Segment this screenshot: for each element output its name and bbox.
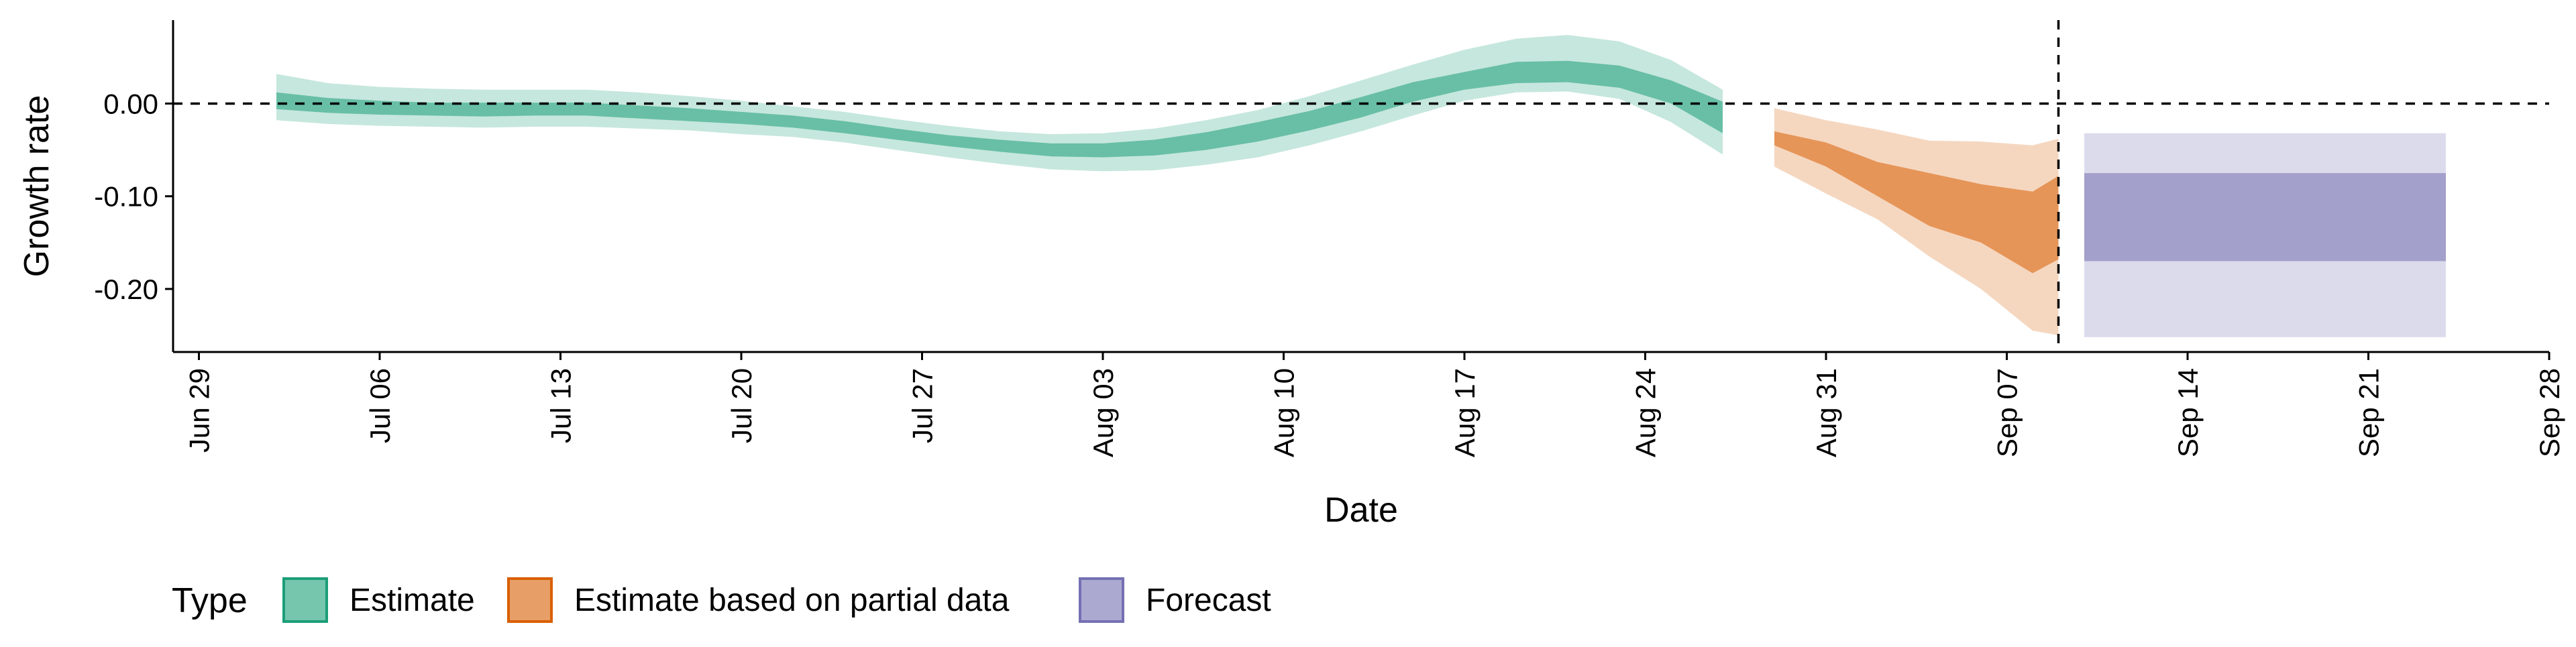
reference-lines bbox=[173, 20, 2549, 352]
x-tick-label: Jul 20 bbox=[726, 368, 757, 443]
x-tick-label: Aug 17 bbox=[1449, 368, 1481, 457]
x-tick-label: Jul 13 bbox=[545, 368, 577, 443]
x-tick-label: Jul 27 bbox=[907, 368, 938, 443]
legend-key-estimate bbox=[282, 577, 328, 623]
x-tick-label: Aug 10 bbox=[1269, 368, 1300, 457]
x-tick-label: Aug 31 bbox=[1811, 368, 1842, 457]
x-tick-label: Sep 21 bbox=[2353, 368, 2385, 457]
forecast-band-50 bbox=[2084, 173, 2446, 261]
estimate-based-on-partial-data-band-50 bbox=[1774, 131, 2059, 274]
y-tick-label: -0.20 bbox=[94, 274, 158, 305]
y-axis-title: Growth rate bbox=[17, 95, 56, 278]
legend-key-estimate-based-on-partial-data bbox=[507, 577, 553, 623]
x-axis-title: Date bbox=[1324, 491, 1398, 530]
estimate-band-50 bbox=[276, 60, 1723, 158]
legend-key-forecast bbox=[1079, 577, 1124, 623]
legend-label-estimate: Estimate bbox=[350, 583, 475, 618]
x-tick-label: Aug 24 bbox=[1630, 368, 1662, 457]
chart-axes: 0.00 -0.10 -0.20 Jun 29 Jul 06 Jul 13 Jul 20 Ju… bbox=[17, 20, 2565, 530]
chart-bands bbox=[276, 35, 2446, 337]
x-tick-label: Sep 14 bbox=[2172, 368, 2204, 457]
x-tick-label: Jun 29 bbox=[184, 368, 215, 453]
x-tick-label: Sep 28 bbox=[2534, 368, 2565, 457]
legend-title: Type bbox=[172, 581, 248, 620]
legend: Type Estimate Estimate based on partial da… bbox=[172, 577, 1271, 623]
legend-label-estimate-based-on-partial-data: Estimate based on partial data bbox=[574, 583, 1010, 618]
y-tick-label: 0.00 bbox=[103, 88, 158, 119]
x-tick-label: Aug 03 bbox=[1087, 368, 1119, 457]
legend-label-forecast: Forecast bbox=[1146, 583, 1271, 618]
x-tick-label: Sep 07 bbox=[1992, 368, 2023, 457]
y-tick-label: -0.10 bbox=[94, 181, 158, 213]
x-tick-label: Jul 06 bbox=[364, 368, 396, 443]
